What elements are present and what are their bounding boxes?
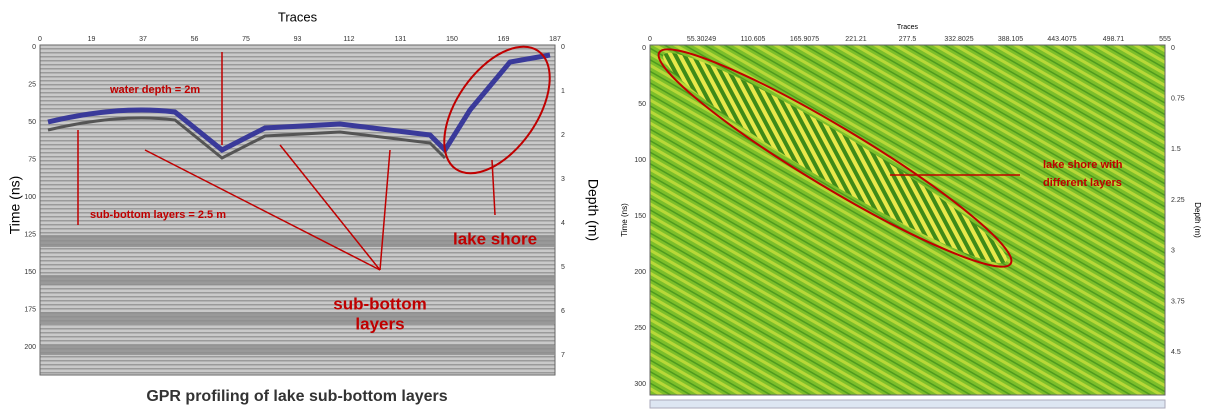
x-tick-label: 498.71 <box>1103 36 1125 43</box>
depth-tick-label: 3 <box>561 176 565 183</box>
x-tick-label: 75 <box>242 36 250 43</box>
x-tick-label: 110.605 <box>741 36 766 43</box>
x-tick-label: 555 <box>1159 36 1171 43</box>
x-tick-label: 277.5 <box>899 36 917 43</box>
x-tick-label: 37 <box>139 36 147 43</box>
y-tick-label: 25 <box>28 81 36 88</box>
x-tick-label: 150 <box>446 36 458 43</box>
y-tick-label: 100 <box>634 157 646 164</box>
y-tick-label: 150 <box>634 213 646 220</box>
y-tick-label: 75 <box>28 156 36 163</box>
scrollbar <box>650 400 1165 408</box>
depth-tick-label: 2 <box>561 132 565 139</box>
y-tick-label: 300 <box>634 381 646 388</box>
depth-tick-label: 1.5 <box>1171 146 1181 153</box>
x-tick-label: 443.4075 <box>1047 36 1076 43</box>
x-tick-label: 19 <box>88 36 96 43</box>
page: Traces0193756759311213115016918702550751… <box>0 0 1205 410</box>
x-tick-label: 0 <box>38 36 42 43</box>
y-label: Time (ns) <box>7 176 23 235</box>
x-tick-label: 332.8025 <box>944 36 973 43</box>
x-tick-label: 165.9075 <box>790 36 819 43</box>
depth-tick-label: 4.5 <box>1171 349 1181 356</box>
depth-label: Depth (m) <box>585 179 601 241</box>
depth-tick-label: 0 <box>1171 45 1175 52</box>
annotation: lake shore <box>453 229 537 248</box>
x-tick-label: 93 <box>294 36 302 43</box>
annotation: lake shore with <box>1043 159 1123 171</box>
depth-tick-label: 0.75 <box>1171 96 1185 103</box>
depth-tick-label: 1 <box>561 88 565 95</box>
depth-tick-label: 2.25 <box>1171 197 1185 204</box>
annotation: sub-bottom layers = 2.5 m <box>90 209 226 221</box>
y-tick-label: 0 <box>642 45 646 52</box>
annotation: sub-bottom <box>333 294 426 313</box>
annotation: water depth = 2m <box>109 84 200 96</box>
depth-tick-label: 7 <box>561 352 565 359</box>
figure: Traces0193756759311213115016918702550751… <box>0 0 1205 410</box>
right-panel <box>644 27 1165 408</box>
y-tick-label: 200 <box>634 269 646 276</box>
y-tick-label: 200 <box>24 344 36 351</box>
layer-band <box>40 312 555 324</box>
x-tick-label: 388.105 <box>998 36 1023 43</box>
y-tick-label: 125 <box>24 231 36 238</box>
x-title: Traces <box>278 9 318 24</box>
x-tick-label: 187 <box>549 36 561 43</box>
x-tick-label: 55.30249 <box>687 36 716 43</box>
x-tick-label: 169 <box>498 36 510 43</box>
y-tick-label: 50 <box>638 101 646 108</box>
depth-tick-label: 6 <box>561 308 565 315</box>
depth-tick-label: 0 <box>561 44 565 51</box>
x-tick-label: 131 <box>395 36 407 43</box>
y-tick-label: 175 <box>24 306 36 313</box>
x-tick-label: 56 <box>191 36 199 43</box>
y-tick-label: 150 <box>24 269 36 276</box>
left-panel <box>40 28 571 375</box>
x-title: Traces <box>897 24 919 31</box>
y-label: Time (ns) <box>620 203 629 237</box>
depth-tick-label: 3 <box>1171 248 1175 255</box>
annotation: different layers <box>1043 177 1122 189</box>
x-tick-label: 221.21 <box>845 36 867 43</box>
y-tick-label: 100 <box>24 194 36 201</box>
depth-tick-label: 5 <box>561 264 565 271</box>
depth-tick-label: 3.75 <box>1171 298 1185 305</box>
annotation: layers <box>355 314 404 333</box>
depth-label: Depth (m) <box>1193 202 1202 238</box>
y-tick-label: 50 <box>28 119 36 126</box>
x-tick-label: 0 <box>648 36 652 43</box>
layer-band <box>40 345 555 355</box>
y-tick-label: 0 <box>32 44 36 51</box>
caption: GPR profiling of lake sub-bottom layers <box>146 388 447 405</box>
depth-tick-label: 4 <box>561 220 565 227</box>
x-tick-label: 112 <box>343 36 354 43</box>
y-tick-label: 250 <box>634 325 646 332</box>
layer-band <box>40 275 555 285</box>
